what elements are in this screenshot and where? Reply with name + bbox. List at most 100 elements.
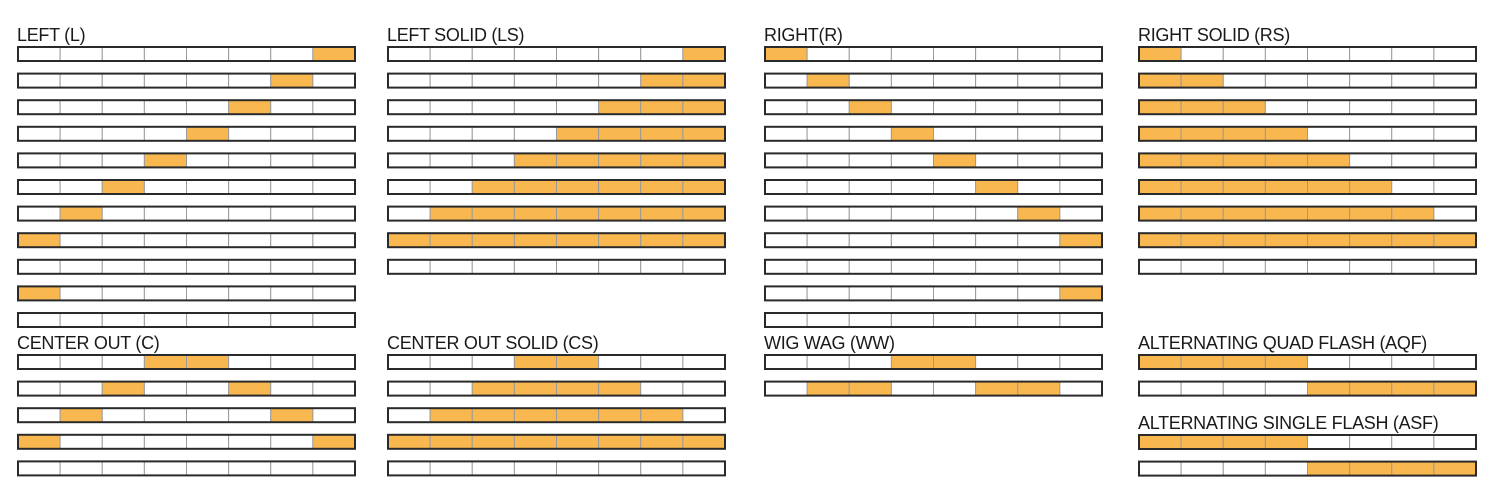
- light-cell: [890, 259, 934, 275]
- light-cell: [1349, 434, 1393, 450]
- light-cell: [806, 354, 850, 370]
- light-cell: [1307, 381, 1351, 397]
- light-cell: [429, 259, 473, 275]
- light-cell: [186, 179, 230, 195]
- light-cell: [1017, 46, 1061, 62]
- light-cell: [1138, 206, 1182, 222]
- light-cell: [640, 381, 684, 397]
- light-cell: [312, 232, 356, 248]
- light-cell: [270, 206, 314, 222]
- light-cell: [387, 179, 431, 195]
- light-cell: [143, 381, 187, 397]
- light-cell: [556, 99, 600, 115]
- light-cell: [806, 179, 850, 195]
- light-cell: [59, 206, 103, 222]
- light-cell: [975, 259, 1019, 275]
- light-cell: [848, 206, 892, 222]
- light-cell: [1264, 126, 1308, 142]
- light-cell: [1264, 461, 1308, 477]
- light-cell: [59, 354, 103, 370]
- light-cell: [513, 206, 557, 222]
- light-cell: [975, 206, 1019, 222]
- light-bar-outline: [17, 125, 356, 142]
- light-cell: [429, 381, 473, 397]
- light-cell: [1222, 46, 1266, 62]
- light-bar-outline: [17, 285, 356, 302]
- light-cell: [228, 434, 272, 450]
- light-cell: [228, 381, 272, 397]
- light-cell: [513, 46, 557, 62]
- light-cell: [1138, 434, 1182, 450]
- light-cell: [1180, 381, 1224, 397]
- light-cell: [429, 152, 473, 168]
- light-cell: [312, 259, 356, 275]
- light-cell: [228, 179, 272, 195]
- light-cell: [848, 46, 892, 62]
- light-cell: [682, 381, 726, 397]
- light-cell: [59, 381, 103, 397]
- light-cell: [312, 152, 356, 168]
- light-cell: [1059, 99, 1103, 115]
- light-bar-outline: [1138, 460, 1477, 477]
- light-cell: [312, 312, 356, 328]
- light-cell: [471, 434, 515, 450]
- light-cell: [640, 232, 684, 248]
- light-cell: [1307, 152, 1351, 168]
- light-cell: [598, 259, 642, 275]
- light-cell: [556, 460, 600, 476]
- light-cell: [1307, 46, 1351, 62]
- light-cell: [848, 354, 892, 370]
- light-cell: [1180, 152, 1224, 168]
- light-cell: [890, 285, 934, 301]
- light-cell: [270, 312, 314, 328]
- light-cell: [764, 126, 808, 142]
- light-cell: [556, 73, 600, 89]
- light-cell: [975, 99, 1019, 115]
- light-cell: [1433, 99, 1477, 115]
- light-cell: [270, 381, 314, 397]
- light-cell: [143, 99, 187, 115]
- light-cell: [1059, 381, 1103, 397]
- light-cell: [270, 179, 314, 195]
- light-cell: [429, 354, 473, 370]
- light-cell: [471, 179, 515, 195]
- light-cell: [764, 99, 808, 115]
- light-cell: [1138, 381, 1182, 397]
- light-cell: [556, 46, 600, 62]
- light-cell: [1391, 46, 1435, 62]
- light-bar-outline: [17, 312, 356, 328]
- light-cell: [471, 460, 515, 476]
- light-cell: [1264, 206, 1308, 222]
- light-cell: [186, 259, 230, 275]
- light-cell: [1059, 73, 1103, 89]
- light-cell: [1391, 461, 1435, 477]
- light-cell: [764, 381, 808, 397]
- light-cell: [59, 179, 103, 195]
- light-cell: [1349, 232, 1393, 248]
- light-bar-outline: [1138, 232, 1477, 249]
- light-cell: [848, 179, 892, 195]
- light-cell: [228, 407, 272, 423]
- light-cell: [764, 73, 808, 89]
- light-cell: [17, 99, 61, 115]
- light-cell: [429, 126, 473, 142]
- light-bar-outline: [17, 433, 356, 450]
- light-cell: [101, 46, 145, 62]
- light-cell: [975, 73, 1019, 89]
- light-cell: [1433, 152, 1477, 168]
- light-cell: [270, 259, 314, 275]
- light-bar-outline: [764, 258, 1103, 275]
- light-cell: [387, 259, 431, 275]
- light-cell: [143, 179, 187, 195]
- light-cell: [890, 73, 934, 89]
- light-cell: [471, 206, 515, 222]
- light-bar-outline: [764, 125, 1103, 142]
- light-cell: [1433, 179, 1477, 195]
- light-cell: [598, 460, 642, 476]
- light-bar-outline: [387, 232, 726, 249]
- light-cell: [186, 354, 230, 370]
- light-cell: [1222, 354, 1266, 370]
- light-cell: [228, 46, 272, 62]
- light-cell: [806, 206, 850, 222]
- light-cell: [1264, 73, 1308, 89]
